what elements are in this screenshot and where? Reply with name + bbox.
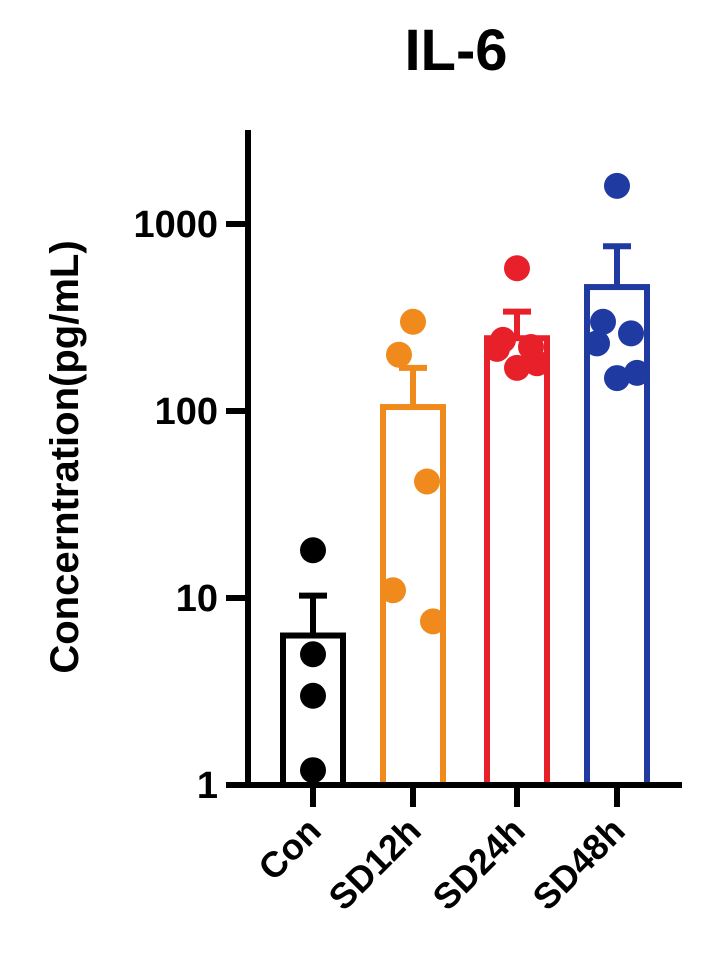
data-point xyxy=(300,537,326,564)
data-point xyxy=(300,682,326,709)
data-point xyxy=(504,255,530,282)
chart-title: IL-6 xyxy=(404,18,507,83)
bar-sd24h xyxy=(484,335,550,788)
data-point xyxy=(504,354,530,381)
data-point xyxy=(624,359,650,386)
data-point xyxy=(584,330,610,357)
data-point xyxy=(590,308,616,335)
data-point xyxy=(300,757,326,784)
bars-layer xyxy=(280,284,650,788)
y-axis-label: Concerntration(pg/mL) xyxy=(43,240,87,673)
y-tick-label: 1000 xyxy=(133,204,218,246)
data-point xyxy=(604,365,630,392)
y-tick-label: 10 xyxy=(176,578,218,620)
data-point xyxy=(400,308,426,335)
data-point xyxy=(604,172,630,199)
y-tick-label: 1 xyxy=(197,765,218,807)
data-point xyxy=(380,577,406,604)
x-tick-label-sd12h: SD12h xyxy=(320,810,428,918)
axes-layer xyxy=(245,130,682,788)
data-point xyxy=(386,341,412,368)
data-point xyxy=(420,608,446,635)
x-tick-label-sd48h: SD48h xyxy=(524,810,632,918)
data-point xyxy=(484,335,510,362)
data-point xyxy=(524,350,550,377)
x-tick-label-con: Con xyxy=(250,810,328,888)
data-point xyxy=(618,320,644,347)
error-bars-layer xyxy=(299,243,631,636)
data-point xyxy=(414,468,440,495)
y-tick-label: 100 xyxy=(155,391,218,433)
data-point xyxy=(300,641,326,668)
x-tick-label-sd24h: SD24h xyxy=(424,810,532,918)
y-ticks-layer: 1 10 100 1000 xyxy=(133,204,248,807)
data-points-layer xyxy=(300,172,650,784)
